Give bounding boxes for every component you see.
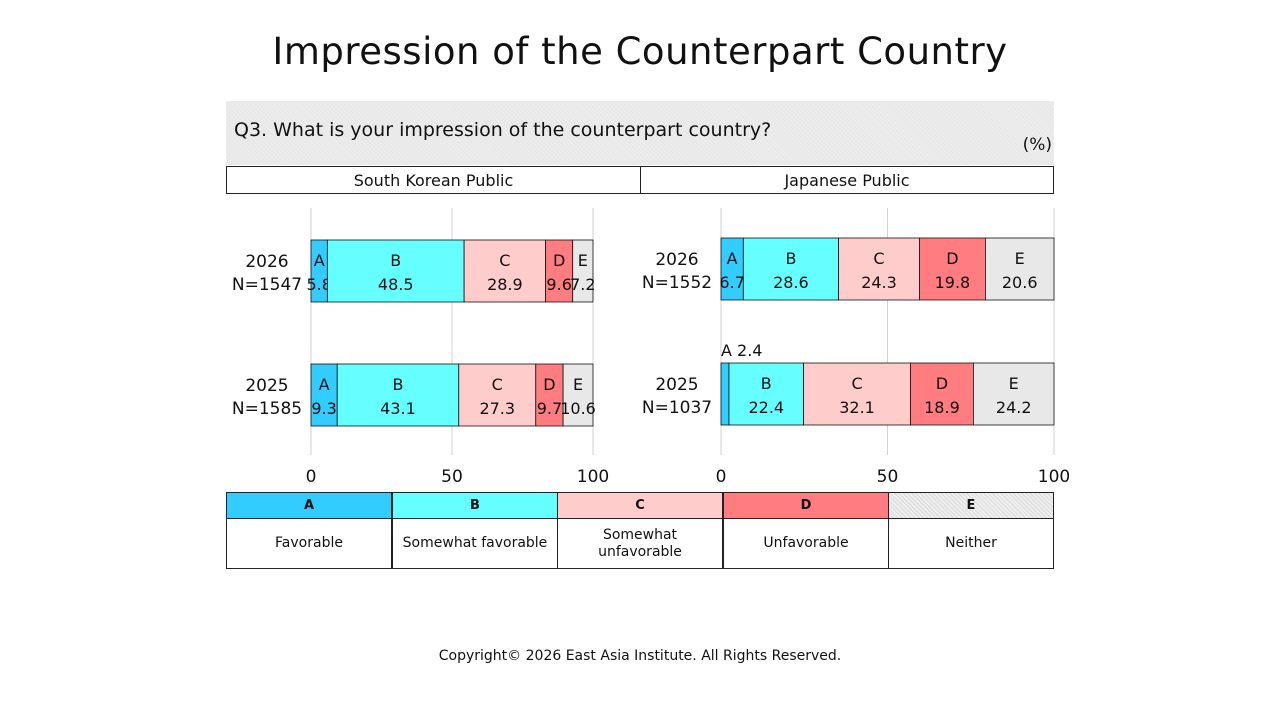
segment-key-japan-2025-b: B — [761, 374, 772, 393]
n-label-japan-2025: N=1037 — [642, 398, 712, 418]
bar-korea-2026-e — [572, 239, 594, 303]
legend-key-c: C — [557, 492, 723, 519]
year-label-korea-2025: 2025 — [245, 376, 288, 396]
data-label-japan-2026-d: 19.8 — [935, 273, 971, 292]
data-label-japan-2026-a: 6.7 — [719, 273, 744, 292]
tick-label-korea-50: 50 — [441, 467, 463, 487]
bar-japan-2025-e — [973, 362, 1055, 426]
data-label-korea-2026-b: 48.5 — [378, 275, 414, 294]
unit-label: (%) — [1022, 135, 1052, 155]
panel-header-japan: Japanese Public — [640, 166, 1054, 194]
n-label-korea-2025: N=1585 — [232, 399, 302, 419]
question-box: Q3. What is your impression of the count… — [226, 101, 1054, 165]
bar-japan-2026-b — [742, 237, 839, 301]
bar-korea-2025-b — [336, 363, 460, 427]
legend-label-c: Somewhat unfavorable — [557, 519, 723, 569]
legend-label-e: Neither — [888, 519, 1054, 569]
segment-key-japan-2026-e: E — [1015, 249, 1025, 268]
segment-key-korea-2026-d: D — [553, 251, 565, 270]
bar-korea-2025-e — [562, 363, 594, 427]
year-label-japan-2025: 2025 — [655, 375, 698, 395]
data-label-korea-2025-c: 27.3 — [479, 399, 515, 418]
legend-key-e: E — [888, 492, 1054, 519]
bar-korea-2026-c — [463, 239, 547, 303]
segment-key-korea-2025-a: A — [319, 375, 330, 394]
legend-label-d: Unfavorable — [723, 519, 889, 569]
data-label-korea-2026-d: 9.6 — [546, 275, 571, 294]
bar-japan-2025-c — [803, 362, 911, 426]
data-label-korea-2026-a: 5.8 — [306, 275, 331, 294]
segment-key-japan-2025-d: D — [936, 374, 948, 393]
segment-key-korea-2026-a: A — [314, 251, 325, 270]
legend-label-b: Somewhat favorable — [392, 519, 558, 569]
segment-key-korea-2025-d: D — [543, 375, 555, 394]
segment-key-japan-2025-e: E — [1009, 374, 1019, 393]
page-title: Impression of the Counterpart Country — [272, 30, 1008, 73]
segment-key-korea-2026-b: B — [390, 251, 401, 270]
segment-key-japan-2026-c: C — [873, 249, 884, 268]
tick-label-japan-0: 0 — [716, 467, 727, 487]
segment-key-korea-2026-e: E — [578, 251, 588, 270]
segment-key-japan-2026-d: D — [946, 249, 958, 268]
annotation-japan-a-2025: A 2.4 — [721, 341, 762, 360]
copyright-text: Copyright© 2026 East Asia Institute. All… — [438, 648, 842, 664]
tick-label-japan-50: 50 — [877, 467, 899, 487]
data-label-japan-2025-e: 24.2 — [996, 398, 1032, 417]
year-label-korea-2026: 2026 — [245, 252, 288, 272]
bar-japan-2026-d — [919, 237, 986, 301]
data-label-japan-2025-d: 18.9 — [924, 398, 960, 417]
segment-key-japan-2026-a: A — [727, 249, 738, 268]
data-label-japan-2026-c: 24.3 — [861, 273, 897, 292]
data-label-korea-2025-e: 10.6 — [560, 399, 596, 418]
bar-japan-2026-e — [985, 237, 1055, 301]
legend-key-a: A — [226, 492, 392, 519]
data-label-japan-2026-b: 28.6 — [773, 273, 809, 292]
bar-japan-2025-d — [910, 362, 974, 426]
tick-label-korea-0: 0 — [306, 467, 317, 487]
legend-key-d: D — [723, 492, 889, 519]
question-text: Q3. What is your impression of the count… — [234, 119, 772, 141]
segment-key-korea-2025-e: E — [573, 375, 583, 394]
n-label-japan-2026: N=1552 — [642, 273, 712, 293]
data-label-korea-2025-b: 43.1 — [380, 399, 416, 418]
segment-key-korea-2025-b: B — [393, 375, 404, 394]
legend-label-a: Favorable — [226, 519, 392, 569]
segment-key-korea-2026-c: C — [499, 251, 510, 270]
data-label-korea-2025-a: 9.3 — [311, 399, 336, 418]
data-label-japan-2026-e: 20.6 — [1002, 273, 1038, 292]
bar-korea-2025-a — [310, 363, 338, 427]
bar-korea-2026-b — [326, 239, 465, 303]
data-label-japan-2025-b: 22.4 — [748, 398, 784, 417]
data-label-japan-2025-c: 32.1 — [839, 398, 875, 417]
segment-key-korea-2025-c: C — [492, 375, 503, 394]
bar-japan-2026-c — [838, 237, 920, 301]
legend-table: A B C D E Favorable Somewhat favorable S… — [226, 492, 1054, 570]
data-label-korea-2025-d: 9.7 — [537, 399, 562, 418]
year-label-japan-2026: 2026 — [655, 250, 698, 270]
segment-key-japan-2025-c: C — [851, 374, 862, 393]
data-label-korea-2026-c: 28.9 — [487, 275, 523, 294]
n-label-korea-2026: N=1547 — [232, 275, 302, 295]
panel-header-korea: South Korean Public — [226, 166, 641, 194]
bar-japan-2025-a — [720, 362, 730, 426]
tick-label-korea-100: 100 — [577, 467, 609, 487]
tick-label-japan-100: 100 — [1038, 467, 1070, 487]
segment-key-japan-2026-b: B — [785, 249, 796, 268]
bar-korea-2025-c — [458, 363, 537, 427]
legend-key-b: B — [392, 492, 558, 519]
data-label-korea-2026-e: 7.2 — [570, 275, 595, 294]
bar-korea-2025-d — [535, 363, 564, 427]
bar-korea-2026-d — [545, 239, 574, 303]
